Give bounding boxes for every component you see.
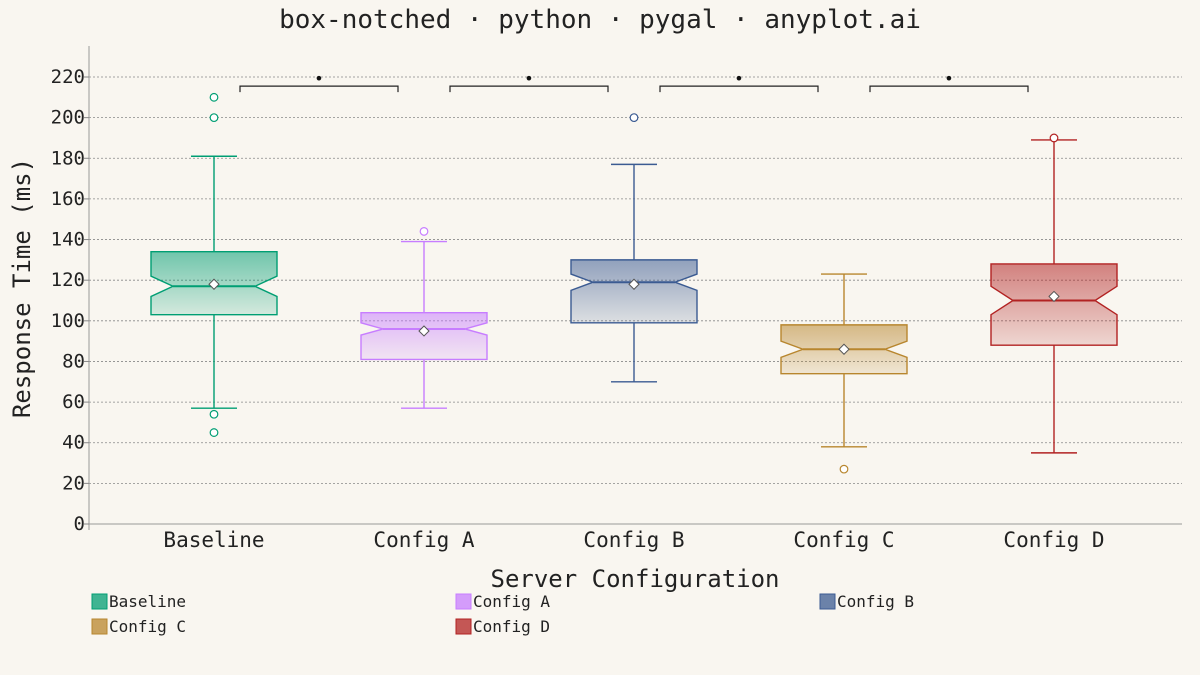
x-tick-labels: Baseline Config A Config B Config C Config D bbox=[163, 528, 1104, 552]
significance-bracket: • bbox=[869, 69, 1029, 93]
mean-marker bbox=[418, 325, 430, 337]
legend-item: Config B bbox=[819, 592, 914, 611]
significance-brackets: • • • • bbox=[239, 69, 1029, 93]
box-config-b bbox=[570, 113, 698, 383]
legend-label: Config D bbox=[473, 617, 550, 636]
outlier-point bbox=[839, 464, 849, 474]
y-tick-label: 0 bbox=[74, 513, 85, 535]
y-tick-label: 200 bbox=[51, 107, 85, 129]
x-tick-label: Config C bbox=[793, 528, 894, 552]
box-config-c bbox=[780, 273, 908, 474]
legend-item: Config A bbox=[455, 592, 550, 611]
x-axis-label: Server Configuration bbox=[491, 565, 780, 593]
legend-swatch bbox=[819, 593, 836, 610]
significance-marker: • bbox=[944, 69, 954, 88]
bracket-line bbox=[659, 85, 819, 93]
notched-box bbox=[990, 263, 1118, 346]
outlier-point bbox=[209, 428, 219, 437]
legend-label: Config B bbox=[837, 592, 914, 611]
legend-swatch bbox=[91, 618, 108, 635]
significance-marker: • bbox=[524, 69, 534, 88]
significance-marker: • bbox=[734, 69, 744, 88]
outlier-point bbox=[209, 113, 219, 123]
y-tick-label: 80 bbox=[62, 350, 85, 372]
x-tick-label: Config A bbox=[373, 528, 475, 552]
y-tick-label: 220 bbox=[51, 66, 85, 88]
y-tick-label: 60 bbox=[62, 391, 85, 413]
outlier-point bbox=[1049, 133, 1059, 143]
outlier-point bbox=[209, 409, 219, 419]
mean-marker bbox=[838, 343, 850, 355]
outlier-point bbox=[419, 227, 429, 236]
significance-bracket: • bbox=[449, 69, 609, 93]
legend-swatch bbox=[455, 618, 472, 635]
x-tick-label: Config B bbox=[583, 528, 684, 552]
notched-box bbox=[570, 259, 698, 324]
y-tick-label: 140 bbox=[51, 229, 85, 251]
legend-swatch bbox=[91, 593, 108, 610]
legend-item: Baseline bbox=[91, 592, 186, 611]
y-axis-label: Response Time (ms) bbox=[8, 158, 36, 418]
box-baseline bbox=[150, 92, 278, 437]
legend-swatch bbox=[455, 593, 472, 610]
y-tick-label: 100 bbox=[51, 310, 85, 332]
axes bbox=[88, 46, 1182, 530]
y-tick-labels: 0 20 40 60 80 100 120 140 160 180 200 220 bbox=[51, 66, 89, 535]
y-tick-label: 120 bbox=[51, 269, 85, 291]
y-tick-label: 20 bbox=[62, 472, 85, 494]
y-tick-label: 40 bbox=[62, 432, 85, 454]
box-config-a bbox=[360, 227, 488, 409]
box-config-d bbox=[990, 133, 1118, 454]
outlier-point bbox=[209, 92, 219, 102]
boxes bbox=[150, 92, 1118, 474]
significance-bracket: • bbox=[659, 69, 819, 93]
legend: Baseline Config A Config B Config C Config D bbox=[91, 592, 914, 636]
bracket-line bbox=[869, 85, 1029, 93]
mean-marker bbox=[1048, 290, 1060, 303]
bracket-line bbox=[239, 85, 399, 93]
legend-item: Config D bbox=[455, 617, 550, 636]
bracket-line bbox=[449, 85, 609, 93]
significance-marker: • bbox=[314, 69, 324, 88]
mean-marker bbox=[208, 278, 220, 290]
y-tick-label: 160 bbox=[51, 188, 85, 210]
mean-marker bbox=[628, 278, 640, 290]
legend-label: Config A bbox=[473, 592, 550, 611]
y-tick-label: 180 bbox=[51, 147, 85, 169]
legend-label: Baseline bbox=[109, 592, 186, 611]
outlier-point bbox=[629, 113, 639, 123]
legend-item: Config C bbox=[91, 617, 186, 636]
x-tick-label: Config D bbox=[1003, 528, 1104, 552]
legend-label: Config C bbox=[109, 617, 186, 636]
chart-title: box-notched · python · pygal · anyplot.a… bbox=[279, 5, 921, 35]
x-tick-label: Baseline bbox=[163, 528, 264, 552]
significance-bracket: • bbox=[239, 69, 399, 93]
